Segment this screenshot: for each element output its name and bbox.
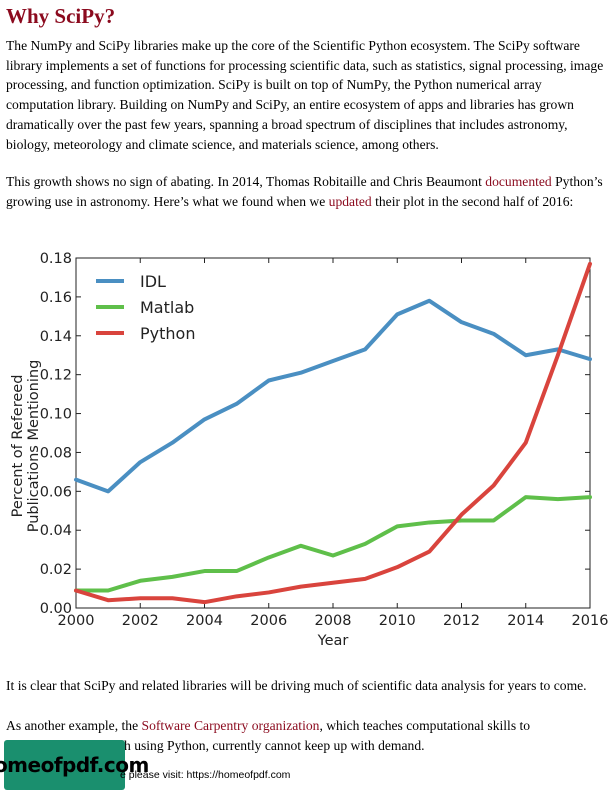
legend-label-python: Python [140,324,195,343]
carpentry-paragraph: As another example, the Software Carpent… [6,716,604,755]
y-tick-label: 0.18 [40,251,72,267]
x-tick-label: 2002 [122,613,159,629]
x-tick-label: 2006 [250,613,287,629]
x-tick-label: 2000 [58,613,95,629]
footer-visit-text: e please visit: https://homeofpdf.com [120,769,291,781]
y-axis-label: Publications Mentioning [26,360,42,533]
y-tick-label: 0.00 [40,601,72,617]
legend-label-idl: IDL [140,272,166,291]
growth-text-3: their plot in the second half of 2016: [371,193,574,209]
x-tick-label: 2016 [572,613,609,629]
updated-link[interactable]: updated [328,193,372,209]
conclusion-paragraph: It is clear that SciPy and related libra… [6,678,587,693]
x-tick-label: 2014 [507,613,544,629]
homeofpdf-logo-badge[interactable]: homeofpdf.com [0,740,149,790]
series-line-idl [74,298,592,494]
growth-paragraph: This growth shows no sign of abating. In… [6,172,604,211]
page-title: Why SciPy? [6,4,116,28]
y-axis-label: Percent of Refereed [10,375,26,518]
intro-paragraph: The NumPy and SciPy libraries make up th… [6,38,604,152]
carpentry-text-3: h using Python, currently cannot keep up… [124,737,425,753]
growth-text-1: This growth shows no sign of abating. In… [6,174,486,189]
y-tick-label: 0.02 [40,562,72,578]
y-tick-label: 0.06 [40,484,72,500]
y-tick-label: 0.10 [40,407,72,423]
growth-text-2: Python’s growing use in astronomy. Here’… [6,174,603,209]
software-carpentry-link[interactable]: Software Carpentry organization [141,718,320,733]
series-line-python [74,261,592,605]
legend-label-matlab: Matlab [140,298,194,317]
y-tick-label: 0.12 [40,368,72,384]
x-tick-label: 2010 [379,613,416,629]
y-tick-label: 0.16 [40,290,72,306]
x-tick-label: 2008 [315,613,352,629]
documented-link[interactable]: documented [485,174,552,189]
publications-chart: 0.00 0.02 0.04 0.06 0.08 0.10 0.12 0.14 0.16 0.18… [10,251,609,649]
x-tick-label: 2004 [186,613,223,629]
y-tick-label: 0.04 [40,523,72,539]
carpentry-text-2: , which teaches computational skills to [319,718,531,733]
x-tick-label: 2012 [443,613,480,629]
carpentry-text-1: As another example, the [6,718,142,733]
series-line-matlab [74,495,592,593]
y-axis-label-group: Percent of Refereed Publications Mentioni… [10,360,42,533]
x-axis-label: Year [317,633,349,649]
y-tick-label: 0.14 [40,329,72,345]
y-tick-label: 0.08 [40,445,72,461]
